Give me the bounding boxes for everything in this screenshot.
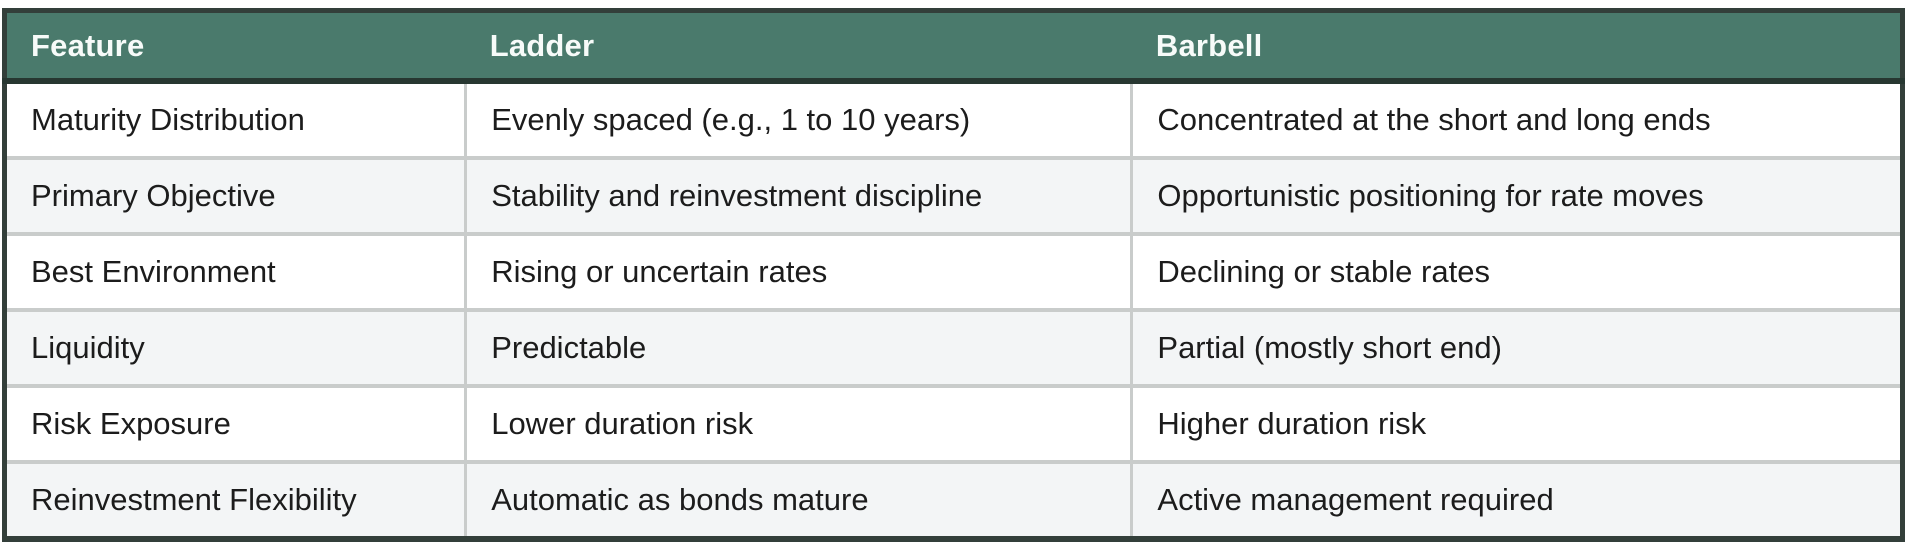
- column-header-ladder: Ladder: [465, 10, 1132, 84]
- barbell-cell: Opportunistic positioning for rate moves: [1130, 156, 1903, 234]
- ladder-cell: Automatic as bonds mature: [464, 460, 1132, 539]
- ladder-cell: Lower duration risk: [464, 384, 1132, 462]
- feature-cell: Liquidity: [4, 308, 466, 386]
- ladder-vs-barbell-comparison-table: Feature Ladder Barbell Maturity Distribu…: [2, 8, 1905, 542]
- feature-cell: Maturity Distribution: [4, 81, 466, 158]
- table-header: Feature Ladder Barbell: [4, 10, 1903, 84]
- barbell-cell: Declining or stable rates: [1130, 232, 1903, 310]
- table-row-maturity-distribution: Maturity Distribution Evenly spaced (e.g…: [4, 81, 1903, 158]
- ladder-cell: Evenly spaced (e.g., 1 to 10 years): [464, 81, 1132, 158]
- column-header-barbell: Barbell: [1131, 10, 1903, 84]
- ladder-cell: Stability and reinvestment discipline: [464, 156, 1132, 234]
- header-row: Feature Ladder Barbell: [4, 10, 1903, 84]
- feature-cell: Risk Exposure: [4, 384, 466, 462]
- column-header-feature: Feature: [4, 10, 466, 84]
- barbell-cell: Partial (mostly short end): [1130, 308, 1903, 386]
- table-row-primary-objective: Primary Objective Stability and reinvest…: [4, 156, 1903, 234]
- table-body: Maturity Distribution Evenly spaced (e.g…: [4, 81, 1903, 539]
- table-row-best-environment: Best Environment Rising or uncertain rat…: [4, 232, 1903, 310]
- barbell-cell: Concentrated at the short and long ends: [1130, 81, 1903, 158]
- ladder-cell: Predictable: [464, 308, 1132, 386]
- ladder-cell: Rising or uncertain rates: [464, 232, 1132, 310]
- feature-cell: Primary Objective: [4, 156, 466, 234]
- feature-cell: Best Environment: [4, 232, 466, 310]
- barbell-cell: Higher duration risk: [1130, 384, 1903, 462]
- barbell-cell: Active management required: [1130, 460, 1903, 539]
- table-row-risk-exposure: Risk Exposure Lower duration risk Higher…: [4, 384, 1903, 462]
- table-row-reinvestment-flexibility: Reinvestment Flexibility Automatic as bo…: [4, 460, 1903, 539]
- feature-cell: Reinvestment Flexibility: [4, 460, 466, 539]
- table-row-liquidity: Liquidity Predictable Partial (mostly sh…: [4, 308, 1903, 386]
